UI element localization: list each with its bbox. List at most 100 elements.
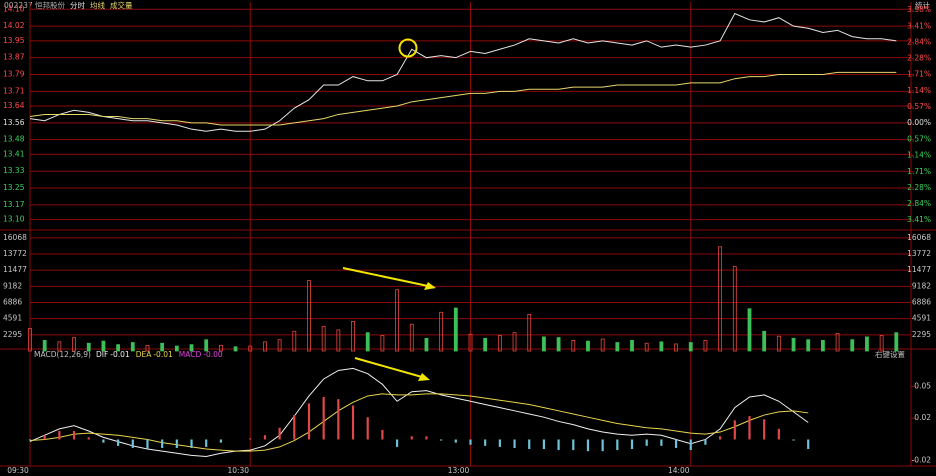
y-tick-label-right: 16068 [907,233,931,242]
y2-tick-label: 3.41% [907,215,931,224]
y-tick-label: 13.79 [3,69,25,78]
y-tick-label: 13.17 [3,200,25,209]
volume-bar [409,323,414,352]
volume-bar [174,345,179,352]
volume-bar [218,344,223,352]
volume-bar [204,339,209,352]
arrow-head [424,282,436,290]
volume-bar [116,344,120,352]
volume-bar [365,332,370,352]
y-tick-label: 14.02 [3,21,25,30]
y-tick-label: 13.25 [3,183,25,192]
y2-tick-label: 2.84% [907,37,931,46]
y-tick-label-right: 6886 [912,298,931,307]
plot-area: 14.10 14.02 13.95 13.87 13.79 13.71 13.64 13.56… [3,0,931,475]
legend-value: -0.00 [203,350,223,359]
volume-bar [879,335,884,352]
volume-bar [497,335,502,352]
y-tick-label: 13.56 [3,118,25,127]
volume-bar [277,339,282,352]
settings-button[interactable]: 右键设置 [875,349,905,359]
legend-entry: 均线 [90,0,105,10]
volume-bar [542,336,546,352]
volume-bar [130,342,135,352]
y2-tick-label: 3.98% [907,5,931,14]
volume-bar [732,266,737,352]
y-tick-label: 13.95 [3,36,25,45]
volume-bar [644,342,649,352]
arrow [354,357,423,378]
y-tick-label-right: 13772 [907,249,931,258]
y2-tick-label: 1.71% [907,167,931,176]
volume-bar [468,333,473,352]
volume-bar [762,330,767,352]
y-tick-label-right: 9182 [912,281,931,290]
legend-entry: 分时 [70,0,85,10]
y2-tick-label: 0.00% [907,118,931,127]
y-tick-label-right: 4591 [912,314,931,323]
volume-bar [776,335,781,352]
y-tick-label: 6886 [3,298,22,307]
volume-bar [101,340,106,352]
volume-bar [718,246,723,352]
highlight-circle [398,38,418,58]
legend-name: MACD [179,350,202,359]
y2-tick-label: 2.28% [907,183,931,192]
stats-button[interactable]: 统计 [915,0,930,10]
volume-bar [703,340,708,352]
y2-tick-label: 1.71% [907,70,931,79]
volume-bar [527,313,532,352]
volume-bar [586,340,590,352]
y-tick-label-right: 11477 [907,265,931,274]
volume-bar [688,342,693,352]
volume-bar [72,337,76,352]
volume-bar [835,332,840,352]
volume-bar [57,341,62,352]
x-tick-label: 13:00 [448,466,470,475]
arrow-head [418,373,430,381]
volume-bar [571,340,576,352]
macd-title: MACD(12,26,9) [34,350,91,359]
volume-bar [42,340,47,352]
volume-bar [659,341,664,352]
y-tick-label-right: -0.02 [912,456,932,465]
stock-title: 002237 恒邦股份 [4,0,66,10]
y-tick-label: 14.10 [3,4,25,13]
legend-entry: 成交量 [110,0,133,10]
volume-bar [395,289,399,352]
y2-tick-label: 0.57% [907,102,931,111]
series-line [29,393,809,452]
y-tick-label: 13.10 [3,215,25,224]
volume-bar [439,311,444,352]
volume-bar [453,307,458,352]
volume-bar [791,337,796,352]
volume-bar [674,343,678,352]
y-tick-label-right: 0.02 [914,413,931,422]
volume-bar [263,341,267,352]
volume-bar [321,325,326,352]
volume-bar [248,345,253,352]
y2-tick-label: 2.84% [907,199,931,208]
x-tick-label: 09:30 [7,466,29,475]
arrow [342,267,429,287]
volume-bar [351,321,355,352]
y2-tick-label: 0.57% [907,134,931,143]
series-line [29,71,897,126]
legend-value: -0.01 [153,350,173,359]
y2-tick-label: 2.28% [907,53,931,62]
volume-bar [821,340,825,352]
volume-bar [615,342,620,352]
x-tick-label: 14:00 [668,466,690,475]
y-tick-label: 16068 [3,233,27,242]
volume-bar [850,339,855,352]
y2-tick-label: 1.14% [907,86,931,95]
y-tick-label: 11477 [3,265,27,274]
y-tick-label-right: 0.05 [914,381,931,390]
volume-bar [145,344,150,352]
volume-bar [307,280,311,352]
y-tick-label: 13.48 [3,135,25,144]
y-tick-label-right: 2295 [912,330,931,339]
y-tick-label: 13.71 [3,86,25,95]
